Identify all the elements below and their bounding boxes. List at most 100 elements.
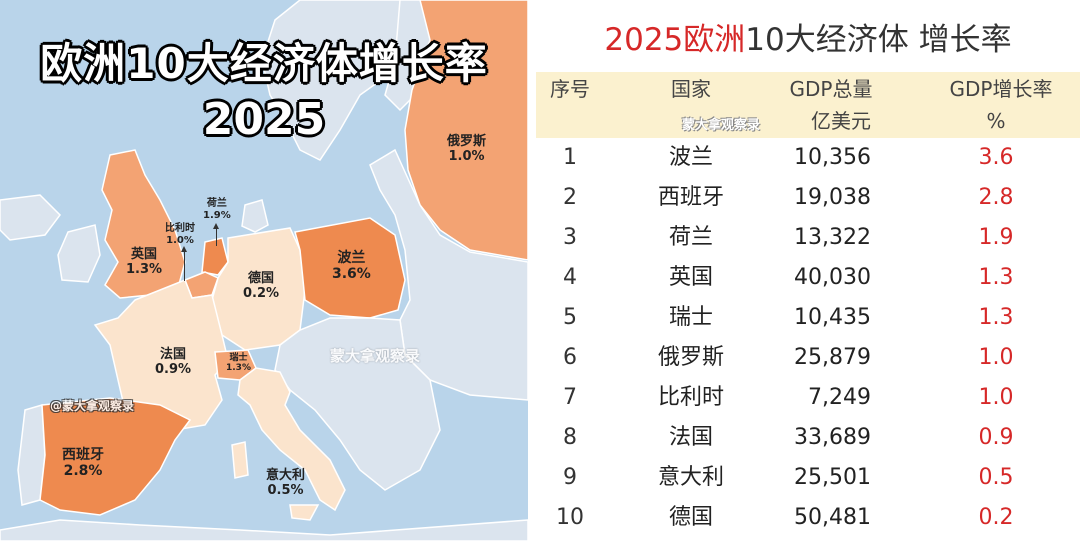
cell-country: 俄罗斯 <box>657 345 724 370</box>
cell-rank: 9 <box>563 465 577 490</box>
cell-rank: 4 <box>563 265 577 290</box>
netherlands-arrow <box>213 223 219 246</box>
label-belgium-name: 比利时 <box>165 223 195 234</box>
label-russia-value: 1.0% <box>448 148 485 164</box>
header-country: 国家 <box>671 77 711 101</box>
cell-rank: 10 <box>556 505 584 530</box>
table-row: 1 波兰 10,356 3.6 <box>536 138 1080 178</box>
label-spain-name: 西班牙 <box>62 447 104 463</box>
cell-growth: 0.5 <box>978 465 1014 490</box>
table-row: 5 瑞士 10,435 1.3 <box>536 298 1080 338</box>
cell-gdp: 7,249 <box>808 385 871 410</box>
cell-country: 西班牙 <box>657 185 724 210</box>
belgium-arrow <box>181 246 187 281</box>
label-spain: 西班牙 2.8% <box>62 447 104 479</box>
label-france-name: 法国 <box>160 347 187 362</box>
cell-gdp: 25,501 <box>794 465 871 490</box>
map-watermark-center: 蒙大拿观察录 <box>330 347 421 365</box>
cell-growth: 1.9 <box>978 225 1014 250</box>
cell-rank: 6 <box>563 345 577 370</box>
table-row: 6 俄罗斯 25,879 1.0 <box>536 338 1080 378</box>
europe-growth-map: 欧洲10大经济体增长率 2025 俄罗斯 1.0% 荷兰 1.9% 比利时 1.… <box>0 0 528 541</box>
cell-rank: 3 <box>563 225 577 250</box>
cell-rank: 8 <box>563 425 577 450</box>
label-netherlands-name: 荷兰 <box>206 198 227 209</box>
netherlands-shape <box>201 237 229 276</box>
cell-growth: 1.0 <box>978 385 1014 410</box>
label-switzerland-value: 1.3% <box>226 363 251 374</box>
label-france-value: 0.9% <box>155 361 192 377</box>
label-germany-value: 0.2% <box>243 285 280 301</box>
poland-shape <box>294 217 406 319</box>
cell-gdp: 25,879 <box>794 345 871 370</box>
cell-gdp: 40,030 <box>794 265 871 290</box>
france-shape <box>93 279 229 431</box>
label-italy: 意大利 0.5% <box>266 468 306 499</box>
cell-rank: 2 <box>563 185 577 210</box>
label-spain-value: 2.8% <box>63 463 103 480</box>
cell-country: 法国 <box>668 425 713 450</box>
map-canvas <box>0 0 528 541</box>
label-russia: 俄罗斯 1.0% <box>447 134 486 165</box>
table-title-accent: 2025欧洲 <box>604 22 746 58</box>
cell-country: 波兰 <box>668 145 713 170</box>
label-belgium: 比利时 1.0% <box>165 223 195 246</box>
table-row: 7 比利时 7,249 1.0 <box>536 378 1080 418</box>
cell-gdp: 19,038 <box>794 185 871 210</box>
cell-gdp: 50,481 <box>794 505 871 530</box>
spain-shape <box>39 397 192 516</box>
table-row: 10 德国 50,481 0.2 <box>536 498 1080 538</box>
table-title-rest: 10大经济体 增长率 <box>745 22 1012 58</box>
label-switzerland: 瑞士 1.3% <box>226 353 251 374</box>
cell-rank: 1 <box>563 145 577 170</box>
table-row: 3 荷兰 13,322 1.9 <box>536 218 1080 258</box>
label-uk-value: 1.3% <box>126 261 163 277</box>
table-row: 2 西班牙 19,038 2.8 <box>536 178 1080 218</box>
header-gdp-line1: GDP总量 <box>789 77 873 101</box>
label-netherlands-value: 1.9% <box>203 209 231 221</box>
cell-rank: 5 <box>563 305 577 330</box>
header-rank: 序号 <box>550 77 590 101</box>
sicily-shape <box>289 504 320 521</box>
italy-shape <box>237 367 346 512</box>
sardinia-shape <box>231 441 249 479</box>
cell-growth: 1.0 <box>978 345 1014 370</box>
label-netherlands: 荷兰 1.9% <box>203 198 231 221</box>
table-title: 2025欧洲10大经济体 增长率 <box>536 14 1080 59</box>
north-africa-shape <box>0 519 528 541</box>
table-watermark: 蒙大拿观察录 <box>682 118 761 133</box>
map-year: 2025 <box>202 93 326 146</box>
map-title: 欧洲10大经济体增长率 <box>39 38 488 89</box>
cell-gdp: 13,322 <box>794 225 871 250</box>
cell-rank: 7 <box>563 385 577 410</box>
cell-growth: 1.3 <box>978 305 1014 330</box>
cell-country: 意大利 <box>657 465 724 490</box>
table-row: 8 法国 33,689 0.9 <box>536 418 1080 458</box>
cell-gdp: 10,435 <box>794 305 871 330</box>
cell-growth: 0.9 <box>978 425 1014 450</box>
map-watermark-handle: @蒙大拿观察录 <box>50 399 135 413</box>
cell-country: 瑞士 <box>668 305 713 330</box>
table-row: 9 意大利 25,501 0.5 <box>536 458 1080 498</box>
label-poland-value: 3.6% <box>332 266 371 283</box>
cell-country: 英国 <box>668 265 713 290</box>
ireland-shape <box>57 224 101 283</box>
label-france: 法国 0.9% <box>155 347 192 378</box>
label-poland: 波兰 3.6% <box>332 250 371 282</box>
header-growth-line2: % <box>986 109 1006 133</box>
cell-growth: 0.2 <box>978 505 1014 530</box>
cell-growth: 1.3 <box>978 265 1014 290</box>
cell-gdp: 33,689 <box>794 425 871 450</box>
central-europe-shape <box>274 317 441 491</box>
cell-country: 德国 <box>668 505 713 530</box>
table-row: 4 英国 40,030 1.3 <box>536 258 1080 298</box>
table-body: 1 波兰 10,356 3.6 2 西班牙 19,038 2.8 3 荷兰 13… <box>536 138 1080 538</box>
label-poland-name: 波兰 <box>337 250 366 266</box>
label-italy-name: 意大利 <box>266 468 306 483</box>
header-gdp-line2: 亿美元 <box>811 109 871 133</box>
table-header: 序号 国家 GDP总量 亿美元 GDP增长率 % <box>536 72 1080 138</box>
label-switzerland-name: 瑞士 <box>229 353 248 363</box>
label-uk-name: 英国 <box>131 247 158 262</box>
cell-growth: 2.8 <box>978 185 1014 210</box>
cell-growth: 3.6 <box>978 145 1014 170</box>
